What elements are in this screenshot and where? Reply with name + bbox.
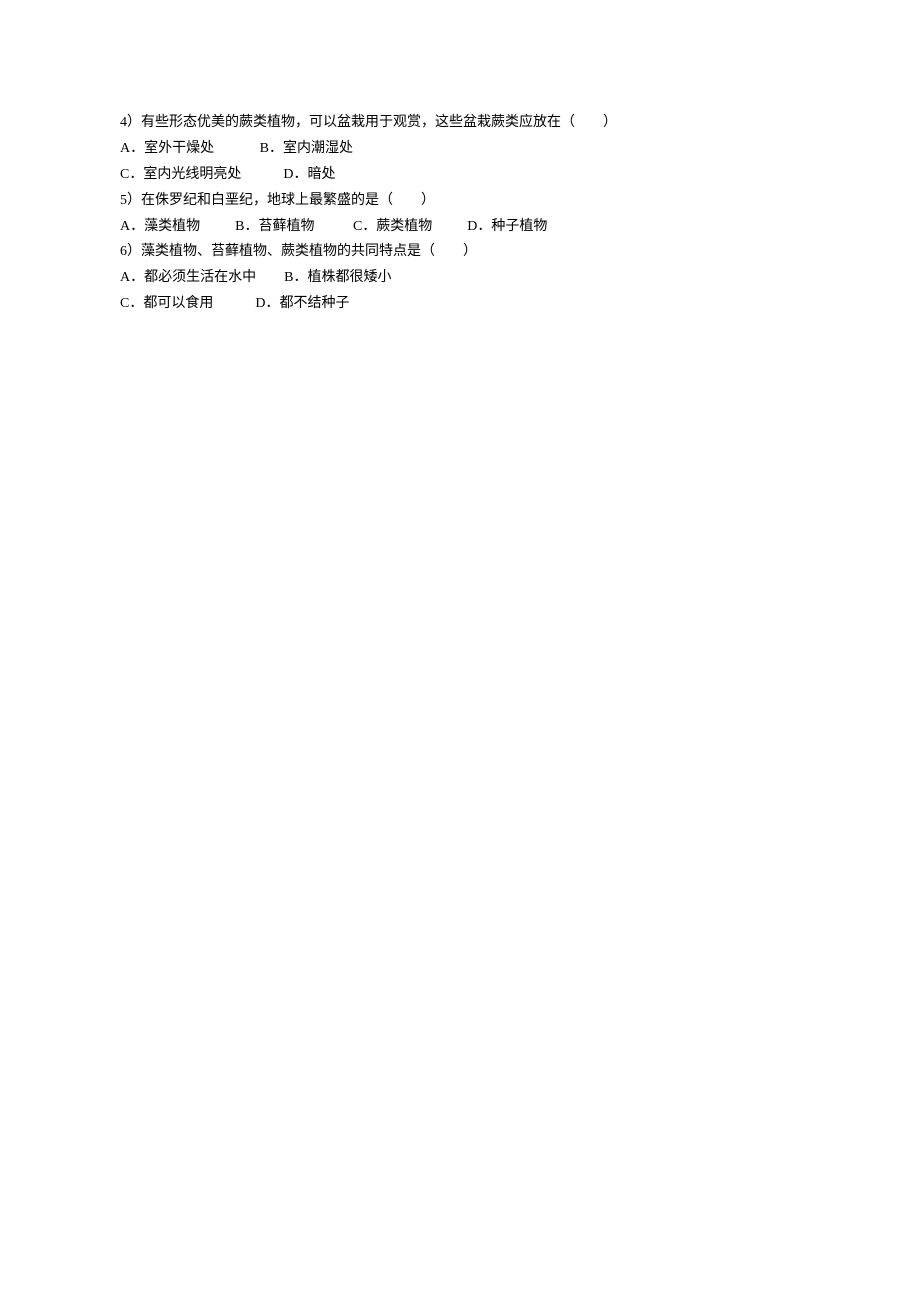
question-6-options-line-2: C．都可以食用 D．都不结种子 bbox=[120, 291, 840, 317]
question-6-options-line-1: A．都必须生活在水中 B．植株都很矮小 bbox=[120, 265, 840, 291]
question-4-options-line-2: C．室内光线明亮处 D．暗处 bbox=[120, 162, 840, 188]
document-content: 4）有些形态优美的蕨类植物，可以盆栽用于观赏，这些盆栽蕨类应放在（ ） A．室外… bbox=[120, 110, 840, 317]
question-4-stem: 4）有些形态优美的蕨类植物，可以盆栽用于观赏，这些盆栽蕨类应放在（ ） bbox=[120, 110, 840, 136]
question-6-stem: 6）藻类植物、苔藓植物、蕨类植物的共同特点是（ ） bbox=[120, 239, 840, 265]
question-5-stem: 5）在侏罗纪和白垩纪，地球上最繁盛的是（ ） bbox=[120, 188, 840, 214]
question-4-options-line-1: A．室外干燥处 B．室内潮湿处 bbox=[120, 136, 840, 162]
question-5-options-line-1: A．藻类植物 B．苔藓植物 C．蕨类植物 D．种子植物 bbox=[120, 214, 840, 240]
